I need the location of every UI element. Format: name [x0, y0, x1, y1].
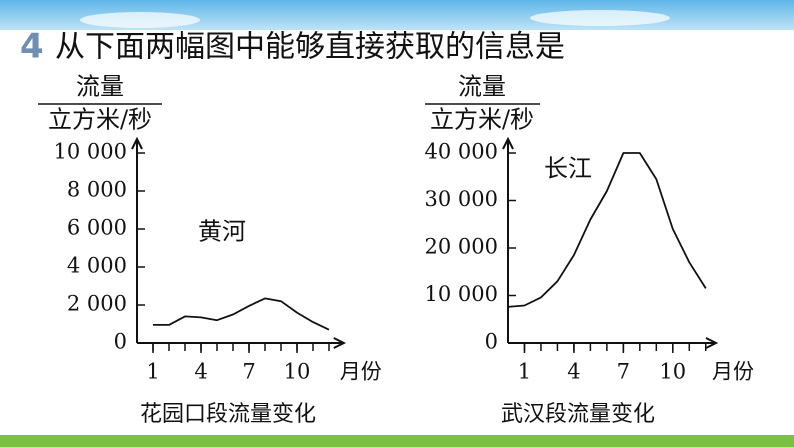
y-tick-label: 2 000: [67, 292, 127, 316]
x-tick-label: 7: [617, 360, 630, 384]
y-tick-label: 4 000: [67, 254, 127, 278]
question-text: 从下面两幅图中能够直接获取的信息是: [55, 30, 565, 65]
x-tick-label: 1: [518, 360, 531, 384]
annotation: 黄河: [198, 218, 246, 246]
axis-arrow: [131, 136, 143, 150]
y-tick-label: 20 000: [425, 235, 498, 259]
axis-arrow: [502, 136, 514, 150]
data-line: [507, 152, 707, 308]
y-axis-label-bottom: 立方米/秒: [48, 106, 152, 134]
chart-title: 花园口段流量变化: [140, 402, 316, 427]
y-tick-label: 10 000: [425, 282, 498, 306]
cloud: [80, 12, 200, 28]
grass-band: [0, 435, 794, 447]
y-tick-label: 10 000: [54, 140, 127, 164]
chart-title: 武汉段流量变化: [501, 402, 655, 427]
y-tick-label: 40 000: [425, 140, 498, 164]
question-number: 4: [20, 27, 44, 67]
x-axis-label: 月份: [712, 360, 754, 384]
y-axis-label-top: 流量: [458, 73, 506, 101]
y-axis-label-top: 流量: [76, 73, 124, 101]
data-line: [153, 297, 330, 331]
x-axis-label: 月份: [340, 360, 382, 384]
x-tick-label: 1: [146, 360, 159, 384]
y-tick-label: 0: [114, 330, 127, 354]
y-tick-label: 6 000: [67, 216, 127, 240]
axis-arrow: [333, 337, 347, 349]
x-tick-label: 4: [194, 360, 207, 384]
x-tick-label: 4: [567, 360, 580, 384]
annotation: 长江: [544, 155, 592, 183]
cloud: [530, 10, 670, 26]
y-tick-label: 0: [485, 330, 498, 354]
y-axis-label-bottom: 立方米/秒: [430, 106, 534, 134]
y-tick-label: 30 000: [425, 187, 498, 211]
x-tick-label: 10: [659, 360, 686, 384]
x-tick-label: 10: [284, 360, 311, 384]
x-tick-label: 7: [242, 360, 255, 384]
axis-arrow: [705, 337, 719, 349]
y-tick-label: 8 000: [67, 178, 127, 202]
